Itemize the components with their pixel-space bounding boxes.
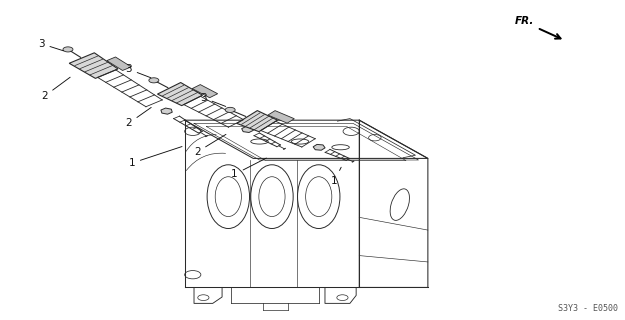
Text: 3: 3 (125, 64, 151, 78)
Polygon shape (268, 111, 294, 123)
Circle shape (149, 78, 159, 83)
Polygon shape (107, 57, 131, 70)
Polygon shape (69, 53, 118, 78)
Text: S3Y3 - E0500: S3Y3 - E0500 (558, 304, 618, 313)
Text: 3: 3 (38, 39, 64, 51)
Polygon shape (192, 84, 218, 98)
Circle shape (63, 47, 73, 52)
Text: 2: 2 (41, 77, 70, 101)
Polygon shape (237, 111, 278, 132)
Text: FR.: FR. (514, 16, 534, 26)
Text: 1: 1 (331, 167, 341, 186)
Text: 1: 1 (128, 147, 182, 168)
Polygon shape (161, 108, 172, 114)
Text: 2: 2 (194, 134, 226, 157)
Text: 1: 1 (231, 158, 266, 179)
Polygon shape (313, 144, 325, 150)
Polygon shape (158, 83, 202, 106)
Text: 3: 3 (200, 93, 226, 107)
Polygon shape (242, 126, 253, 132)
Text: 2: 2 (125, 108, 151, 128)
Circle shape (225, 107, 235, 112)
